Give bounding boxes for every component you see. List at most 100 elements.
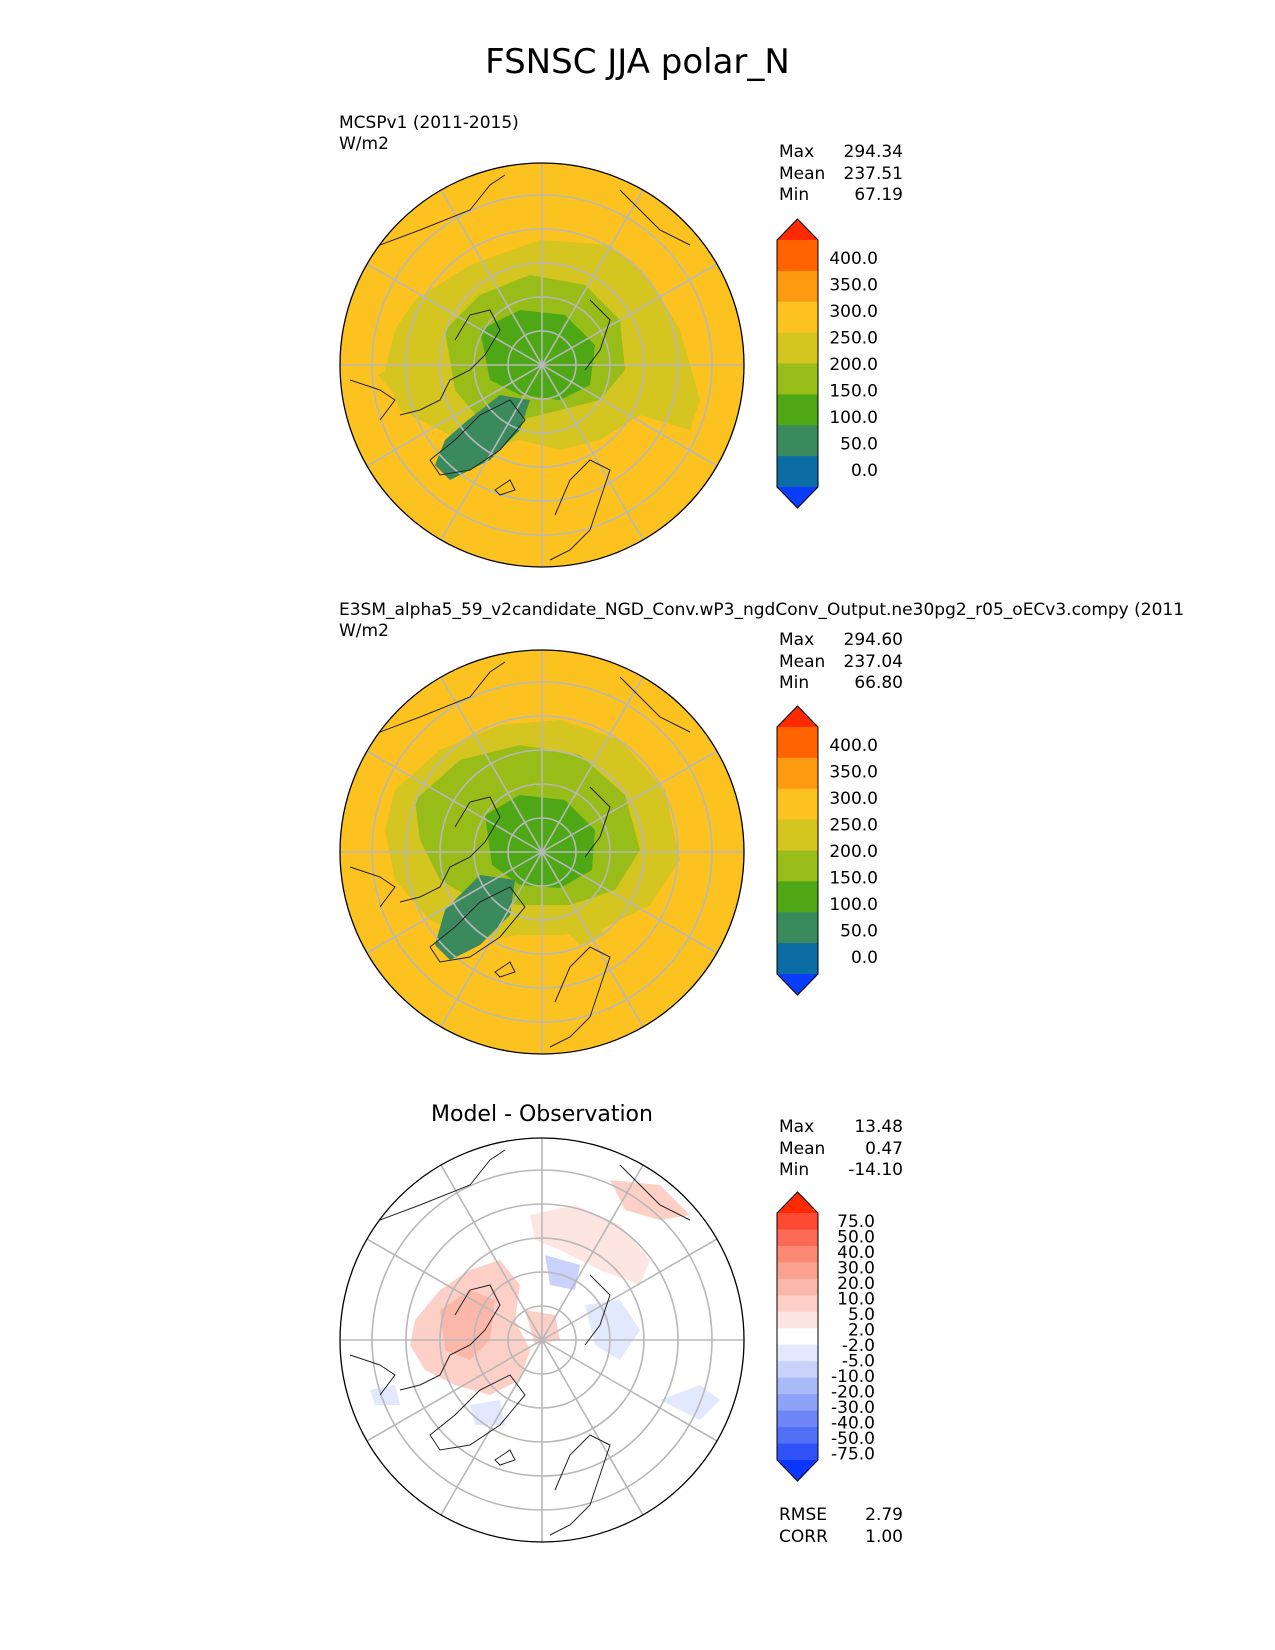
map-diff-grid — [340, 1138, 744, 1542]
colorbar-segment — [777, 819, 818, 851]
colorbar-tick-label: 350.0 — [829, 763, 878, 783]
colorbar-tick-label: 0.0 — [851, 461, 878, 481]
colorbar-tick-label: 300.0 — [829, 302, 878, 322]
stat-max-value: 13.48 — [854, 1117, 903, 1137]
colorbar-segment — [777, 456, 818, 488]
colorbar-segment — [777, 270, 818, 303]
panel3-heading: Model - Observation — [431, 1102, 653, 1127]
colorbar-diff: 75.050.040.030.020.010.05.02.0-2.0-5.0-1… — [776, 1191, 875, 1482]
panel2-dataset-label: E3SM_alpha5_59_v2candidate_NGD_Conv.wP3_… — [339, 600, 1185, 620]
stat-min-value: 66.80 — [854, 673, 903, 693]
metric-corr-value: 1.00 — [865, 1526, 903, 1547]
colorbar-model: 400.0 350.0 300.0 250.0 200.0 150.0 100.0 50.0 0… — [776, 705, 878, 996]
colorbar-top-extend — [777, 219, 818, 240]
stat-min-value: -14.10 — [848, 1160, 903, 1180]
colorbar-tick-label: 2.0 — [848, 1321, 875, 1341]
stat-max-label: Max — [779, 630, 815, 650]
stat-mean-label: Mean — [779, 1138, 826, 1159]
colorbar-top-extend — [777, 1192, 818, 1213]
stat-mean-label: Mean — [779, 163, 826, 184]
map-model-coastlines — [349, 661, 691, 1048]
colorbar-tick-label: 5.0 — [848, 1305, 875, 1325]
stat-max-label: Max — [779, 1117, 815, 1137]
colorbar-segment — [777, 363, 818, 395]
panel1-stats: Max 294.34 Mean 237.51 Min 67.19 — [779, 142, 903, 207]
colorbar-outline — [776, 218, 819, 509]
colorbar-tick-label: 50.0 — [837, 1228, 875, 1248]
colorbar-tick-label: 250.0 — [829, 329, 878, 349]
colorbar-tick-label: 50.0 — [840, 922, 878, 942]
colorbar-segment — [777, 1427, 818, 1445]
colorbar-segment — [777, 1443, 818, 1461]
colorbar-bottom-extend — [777, 974, 818, 995]
colorbar-segment — [777, 1245, 818, 1263]
map-diff-boundary — [339, 1137, 745, 1543]
colorbar-tick-label: 40.0 — [837, 1243, 875, 1263]
colorbar-segment — [777, 1295, 818, 1313]
panel1-units-label: W/m2 — [339, 134, 389, 154]
stat-mean-value: 237.04 — [843, 651, 903, 672]
colorbar-segment — [777, 788, 818, 821]
stat-max-label: Max — [779, 142, 815, 162]
colorbar-segment — [777, 1262, 818, 1280]
colorbar-tick-label: -20.0 — [831, 1383, 875, 1403]
colorbar-segment — [777, 1394, 818, 1412]
colorbar-tick-label: 10.0 — [837, 1290, 875, 1310]
metric-rmse-value: 2.79 — [865, 1505, 903, 1525]
panel1-subtitle: MCSPv1 (2011-2015) W/m2 — [339, 113, 519, 155]
colorbar-tick-label: -40.0 — [831, 1414, 875, 1434]
colorbar-bottom-extend — [777, 487, 818, 508]
colorbar-segment — [777, 1229, 818, 1247]
map-obs — [339, 162, 745, 568]
colorbar-segment — [777, 1311, 818, 1329]
map-model-boundary — [339, 649, 745, 1055]
stat-mean-value: 0.47 — [865, 1138, 903, 1159]
map-diff-coastlines — [349, 1149, 691, 1536]
colorbar-segment — [777, 1328, 818, 1346]
colorbar-tick-label: -5.0 — [842, 1352, 875, 1372]
colorbar-segment — [777, 757, 818, 790]
map-model — [339, 649, 745, 1055]
colorbar-obs: 400.0 350.0 300.0 250.0 200.0 150.0 100.0 50.0 0… — [776, 218, 878, 509]
metric-corr-label: CORR — [779, 1526, 828, 1547]
stat-min-label: Min — [779, 185, 810, 205]
map-obs-boundary — [339, 162, 745, 568]
colorbar-tick-label: 150.0 — [829, 382, 878, 402]
colorbar-segment — [777, 425, 818, 457]
colorbar-segment — [777, 1213, 818, 1230]
colorbar-segment — [777, 943, 818, 975]
colorbar-segment — [777, 912, 818, 944]
panel3-stats: Max 13.48 Mean 0.47 Min -14.10 — [779, 1117, 903, 1182]
colorbar-segment — [777, 1278, 818, 1296]
colorbar-segment — [777, 1344, 818, 1362]
colorbar-tick-label: 350.0 — [829, 276, 878, 296]
stat-mean-value: 237.51 — [843, 163, 903, 184]
map-model-grid — [340, 650, 744, 1054]
stat-mean-label: Mean — [779, 651, 826, 672]
colorbar-segment — [777, 240, 818, 272]
stat-min-value: 67.19 — [854, 185, 903, 205]
figure-title: FSNSC JJA polar_N — [485, 42, 790, 82]
colorbar-tick-label: -75.0 — [831, 1445, 875, 1465]
panel3-metrics: RMSE 2.79 CORR 1.00 — [779, 1505, 903, 1548]
colorbar-tick-label: 200.0 — [829, 842, 878, 862]
stat-max-value: 294.60 — [843, 630, 903, 650]
colorbar-tick-label: 400.0 — [829, 249, 878, 269]
colorbar-tick-label: -10.0 — [831, 1367, 875, 1387]
colorbar-top-extend — [777, 706, 818, 727]
colorbar-tick-label: 300.0 — [829, 789, 878, 809]
colorbar-segment — [777, 1410, 818, 1428]
panel2-units-label: W/m2 — [339, 621, 389, 641]
panel2-stats: Max 294.60 Mean 237.04 Min 66.80 — [779, 630, 903, 695]
metric-rmse-label: RMSE — [779, 1505, 828, 1525]
panel1-dataset-label: MCSPv1 (2011-2015) — [339, 113, 519, 133]
map-obs-grid — [340, 163, 744, 567]
colorbar-tick-label: 30.0 — [837, 1259, 875, 1279]
colorbar-tick-label: 20.0 — [837, 1274, 875, 1294]
stat-min-label: Min — [779, 673, 810, 693]
colorbar-tick-label: -50.0 — [831, 1429, 875, 1449]
stat-min-label: Min — [779, 1160, 810, 1180]
colorbar-tick-label: -2.0 — [842, 1336, 875, 1356]
colorbar-tick-label: 400.0 — [829, 736, 878, 756]
colorbar-segment — [777, 394, 818, 426]
